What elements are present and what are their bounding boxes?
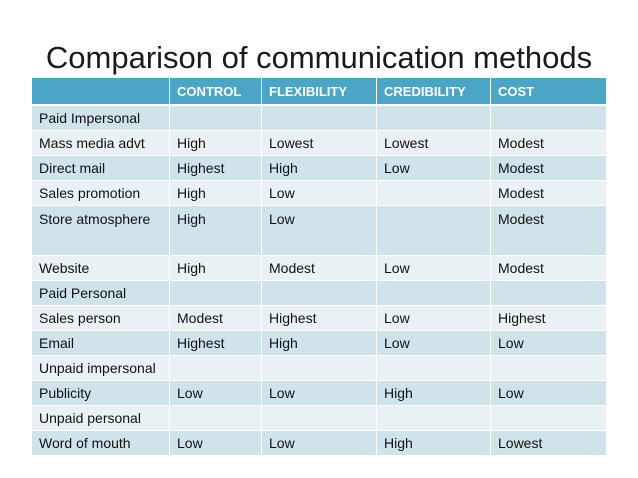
table-cell: High (170, 206, 262, 256)
table-cell: Low (377, 156, 491, 181)
table-cell (491, 106, 606, 131)
header-cell-credibility: CREDIBILITY (377, 78, 491, 106)
table-cell: Low (262, 381, 377, 406)
table-cell: High (377, 381, 491, 406)
table-cell: Paid Personal (32, 281, 170, 306)
table-cell (491, 406, 606, 431)
table-cell: Sales promotion (32, 181, 170, 206)
table-cell: Sales person (32, 306, 170, 331)
table-cell (377, 181, 491, 206)
table-cell: Unpaid personal (32, 406, 170, 431)
table-cell: Low (377, 256, 491, 281)
table-cell: Modest (491, 156, 606, 181)
table-cell (491, 281, 606, 306)
table-row: Website High Modest Low Modest (32, 256, 606, 281)
table-row: Email Highest High Low Low (32, 331, 606, 356)
table-cell: Word of mouth (32, 431, 170, 456)
table-row: Word of mouth Low Low High Lowest (32, 431, 606, 456)
table-row: Sales promotion High Low Modest (32, 181, 606, 206)
table-cell: Modest (491, 181, 606, 206)
table-cell (170, 406, 262, 431)
table-cell: Modest (491, 206, 606, 256)
table-cell: Low (170, 381, 262, 406)
table-cell: Modest (262, 256, 377, 281)
table-cell: Website (32, 256, 170, 281)
table-row: Sales person Modest Highest Low Highest (32, 306, 606, 331)
table-cell: Paid Impersonal (32, 106, 170, 131)
table-cell: Highest (262, 306, 377, 331)
table-cell (170, 281, 262, 306)
table-cell: Low (491, 381, 606, 406)
table-cell (262, 356, 377, 381)
table-cell (170, 356, 262, 381)
table-cell: High (170, 131, 262, 156)
table-cell: Store atmosphere (32, 206, 170, 256)
table-cell: Highest (491, 306, 606, 331)
table-cell: Highest (170, 156, 262, 181)
table-cell: Highest (170, 331, 262, 356)
table-cell: Direct mail (32, 156, 170, 181)
comparison-table: CONTROL FLEXIBILITY CREDIBILITY COST Pai… (32, 78, 606, 456)
header-cell-cost: COST (491, 78, 606, 106)
table-cell: Low (491, 331, 606, 356)
table-row: Publicity Low Low High Low (32, 381, 606, 406)
table-cell (377, 356, 491, 381)
table-cell (262, 281, 377, 306)
table-cell: Email (32, 331, 170, 356)
table-cell: Low (262, 206, 377, 256)
table-cell: High (262, 331, 377, 356)
table-cell (377, 281, 491, 306)
table-cell (377, 206, 491, 256)
table-cell: Low (170, 431, 262, 456)
table-cell: Low (377, 306, 491, 331)
table-cell: High (170, 256, 262, 281)
table-cell: Mass media advt (32, 131, 170, 156)
table-cell: Unpaid impersonal (32, 356, 170, 381)
table-cell: Low (377, 331, 491, 356)
table-cell (491, 356, 606, 381)
table-cell (377, 406, 491, 431)
header-cell-flexibility: FLEXIBILITY (262, 78, 377, 106)
header-cell-method (32, 78, 170, 106)
header-row: CONTROL FLEXIBILITY CREDIBILITY COST (32, 78, 606, 106)
table-cell: Lowest (377, 131, 491, 156)
table-row: Direct mail Highest High Low Modest (32, 156, 606, 181)
table-cell (170, 106, 262, 131)
table-cell (262, 406, 377, 431)
table-cell: High (262, 156, 377, 181)
table-row: Unpaid impersonal (32, 356, 606, 381)
table-row: Store atmosphere High Low Modest (32, 206, 606, 256)
table-row: Paid Personal (32, 281, 606, 306)
table-cell: Modest (491, 256, 606, 281)
table-row: Unpaid personal (32, 406, 606, 431)
slide-title: Comparison of communication methods (45, 40, 593, 75)
table-cell: Lowest (491, 431, 606, 456)
table-cell (262, 106, 377, 131)
table-cell: Low (262, 181, 377, 206)
table-row: Paid Impersonal (32, 106, 606, 131)
table-cell: Publicity (32, 381, 170, 406)
table-cell: Modest (491, 131, 606, 156)
header-cell-control: CONTROL (170, 78, 262, 106)
table-row: Mass media advt High Lowest Lowest Modes… (32, 131, 606, 156)
table-cell: High (170, 181, 262, 206)
table-cell: High (377, 431, 491, 456)
table-cell (377, 106, 491, 131)
table-cell: Lowest (262, 131, 377, 156)
table-cell: Modest (170, 306, 262, 331)
table-cell: Low (262, 431, 377, 456)
